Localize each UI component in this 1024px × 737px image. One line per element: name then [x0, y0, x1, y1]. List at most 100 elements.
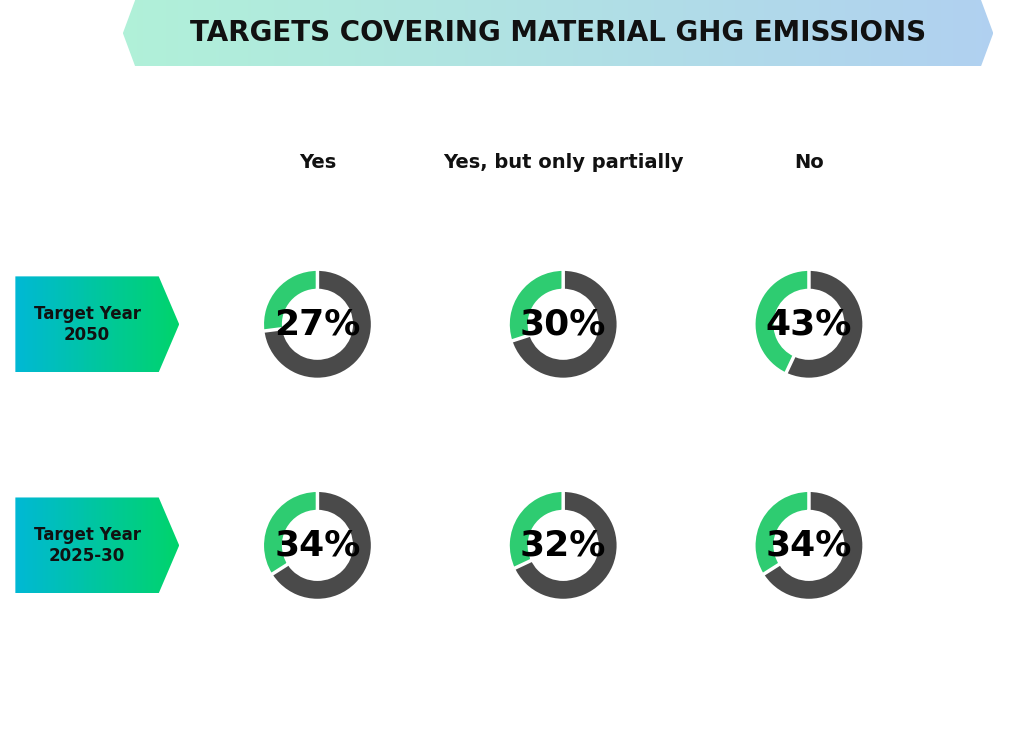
Polygon shape — [967, 0, 970, 66]
Polygon shape — [764, 0, 767, 66]
Polygon shape — [776, 0, 778, 66]
Polygon shape — [112, 497, 114, 593]
Polygon shape — [878, 0, 880, 66]
Polygon shape — [160, 497, 161, 593]
Polygon shape — [408, 0, 410, 66]
Polygon shape — [468, 0, 471, 66]
Polygon shape — [659, 0, 663, 66]
Polygon shape — [141, 276, 143, 372]
Polygon shape — [161, 497, 163, 593]
Polygon shape — [45, 276, 46, 372]
Polygon shape — [94, 276, 95, 372]
Polygon shape — [958, 0, 962, 66]
Polygon shape — [294, 0, 297, 66]
Polygon shape — [395, 0, 398, 66]
Polygon shape — [73, 497, 75, 593]
Polygon shape — [381, 0, 384, 66]
Polygon shape — [116, 497, 117, 593]
Polygon shape — [236, 0, 239, 66]
Polygon shape — [827, 0, 830, 66]
Polygon shape — [273, 0, 276, 66]
Polygon shape — [311, 0, 314, 66]
Polygon shape — [109, 497, 111, 593]
Circle shape — [529, 290, 597, 358]
Polygon shape — [125, 497, 127, 593]
Polygon shape — [753, 0, 756, 66]
Polygon shape — [756, 0, 758, 66]
Polygon shape — [134, 0, 137, 66]
Polygon shape — [520, 0, 523, 66]
Polygon shape — [935, 0, 938, 66]
Polygon shape — [610, 0, 613, 66]
Polygon shape — [419, 0, 422, 66]
Polygon shape — [607, 0, 610, 66]
Polygon shape — [92, 276, 94, 372]
Text: Yes, but only partially: Yes, but only partially — [443, 153, 683, 172]
Polygon shape — [892, 0, 895, 66]
Polygon shape — [329, 0, 332, 66]
Polygon shape — [76, 497, 78, 593]
Polygon shape — [135, 276, 136, 372]
Polygon shape — [186, 0, 189, 66]
Polygon shape — [254, 0, 256, 66]
Polygon shape — [50, 497, 51, 593]
Polygon shape — [168, 276, 169, 372]
Polygon shape — [485, 0, 488, 66]
Polygon shape — [130, 497, 132, 593]
Polygon shape — [150, 497, 152, 593]
Polygon shape — [127, 276, 128, 372]
Text: TARGETS COVERING MATERIAL GHG EMISSIONS: TARGETS COVERING MATERIAL GHG EMISSIONS — [190, 19, 926, 47]
Polygon shape — [367, 0, 370, 66]
Polygon shape — [674, 0, 677, 66]
Polygon shape — [387, 0, 390, 66]
Polygon shape — [642, 0, 645, 66]
Polygon shape — [874, 0, 878, 66]
Polygon shape — [375, 0, 378, 66]
Polygon shape — [196, 0, 199, 66]
Polygon shape — [743, 0, 746, 66]
Polygon shape — [796, 0, 799, 66]
Polygon shape — [848, 0, 851, 66]
Polygon shape — [355, 0, 358, 66]
Polygon shape — [169, 497, 171, 593]
Polygon shape — [340, 0, 343, 66]
Polygon shape — [173, 276, 174, 372]
Polygon shape — [94, 497, 95, 593]
Text: Target Year
2025-30: Target Year 2025-30 — [34, 526, 140, 565]
Polygon shape — [233, 0, 236, 66]
Polygon shape — [479, 0, 482, 66]
Polygon shape — [68, 276, 70, 372]
Polygon shape — [425, 0, 428, 66]
Text: 43%: 43% — [766, 307, 852, 341]
Polygon shape — [718, 0, 721, 66]
Polygon shape — [132, 497, 133, 593]
Polygon shape — [146, 276, 148, 372]
Polygon shape — [144, 276, 146, 372]
Polygon shape — [248, 0, 251, 66]
Polygon shape — [750, 0, 753, 66]
Polygon shape — [35, 276, 37, 372]
Polygon shape — [398, 0, 401, 66]
Polygon shape — [444, 0, 447, 66]
Polygon shape — [102, 497, 103, 593]
Polygon shape — [947, 0, 950, 66]
Polygon shape — [921, 0, 924, 66]
Polygon shape — [138, 497, 140, 593]
Polygon shape — [128, 276, 130, 372]
Polygon shape — [709, 0, 712, 66]
Polygon shape — [843, 0, 845, 66]
Polygon shape — [65, 497, 67, 593]
Polygon shape — [30, 276, 32, 372]
Polygon shape — [324, 0, 326, 66]
Text: 30%: 30% — [520, 307, 606, 341]
Polygon shape — [300, 0, 303, 66]
Polygon shape — [207, 0, 210, 66]
Polygon shape — [117, 276, 119, 372]
Polygon shape — [68, 497, 70, 593]
Polygon shape — [86, 497, 87, 593]
Polygon shape — [87, 276, 89, 372]
Polygon shape — [65, 276, 67, 372]
Polygon shape — [410, 0, 413, 66]
Polygon shape — [871, 0, 874, 66]
Polygon shape — [169, 0, 172, 66]
